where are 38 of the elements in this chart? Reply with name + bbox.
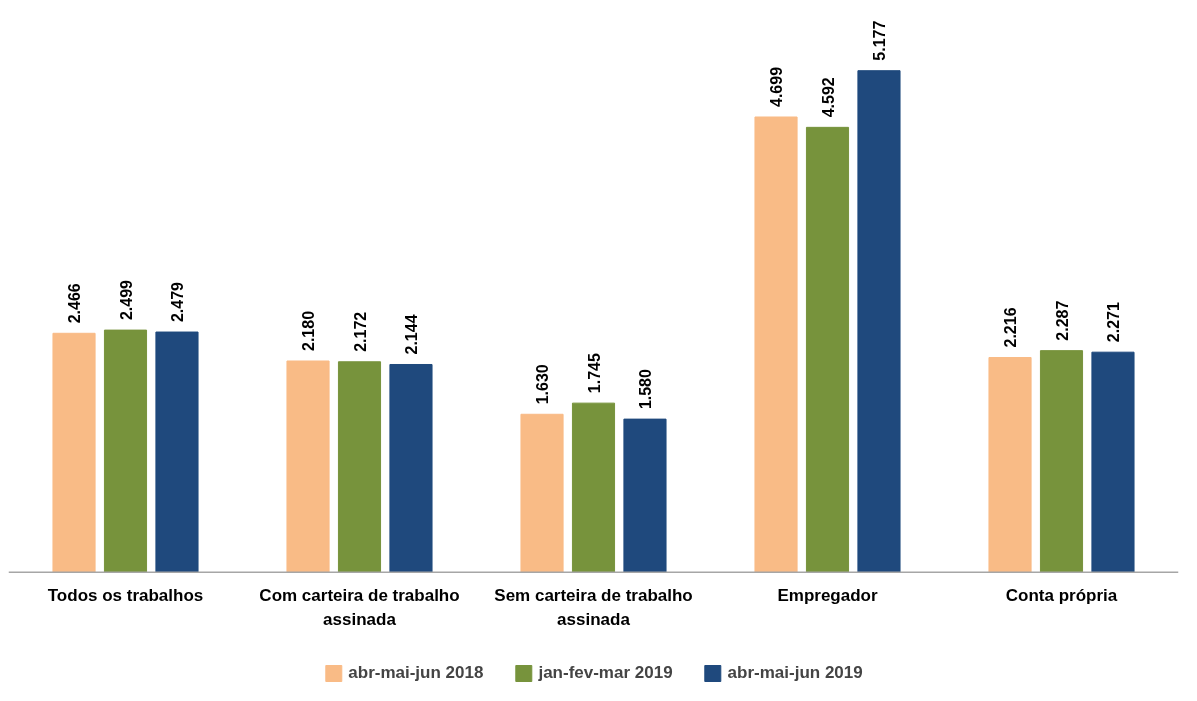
bar xyxy=(286,360,330,573)
data-label: 4.592 xyxy=(819,77,837,118)
bar xyxy=(805,126,850,573)
legend-label: abr-mai-jun 2019 xyxy=(727,663,863,683)
data-label: 2.479 xyxy=(168,281,186,323)
legend-label: jan-fev-mar 2019 xyxy=(538,663,673,683)
data-label: 4.699 xyxy=(768,66,786,107)
legend-label: abr-mai-jun 2018 xyxy=(348,663,484,683)
bar xyxy=(103,329,148,573)
bar xyxy=(571,402,616,573)
x-tick-label: Todos os trabalhos xyxy=(47,586,204,606)
bar xyxy=(754,116,798,573)
data-label: 2.466 xyxy=(66,283,84,324)
data-label: 2.144 xyxy=(402,314,420,355)
data-label: 2.287 xyxy=(1053,300,1071,341)
bar xyxy=(988,357,1032,573)
bar xyxy=(1039,350,1084,573)
x-tick-label: Conta própria xyxy=(1005,586,1118,606)
data-label: 1.580 xyxy=(636,368,654,410)
bar xyxy=(389,363,433,573)
bar xyxy=(155,331,199,573)
bar xyxy=(52,332,96,573)
data-label: 2.271 xyxy=(1104,302,1122,343)
data-label: 2.216 xyxy=(1002,307,1020,348)
data-label: 2.172 xyxy=(351,311,369,352)
x-tick-label: Empregador xyxy=(777,586,878,606)
bar xyxy=(623,418,667,573)
data-label: 1.745 xyxy=(585,352,603,394)
bar xyxy=(520,413,564,573)
bar xyxy=(337,361,382,573)
data-label: 1.630 xyxy=(534,364,552,405)
x-tick-label: Com carteira de trabalho assinada xyxy=(259,586,460,629)
data-label: 5.177 xyxy=(870,20,888,61)
data-label: 2.499 xyxy=(117,279,135,321)
x-tick-label: Sem carteira de trabalho assinada xyxy=(494,586,693,629)
bar xyxy=(857,70,901,573)
data-label: 2.180 xyxy=(300,310,318,351)
bar xyxy=(1091,351,1135,573)
